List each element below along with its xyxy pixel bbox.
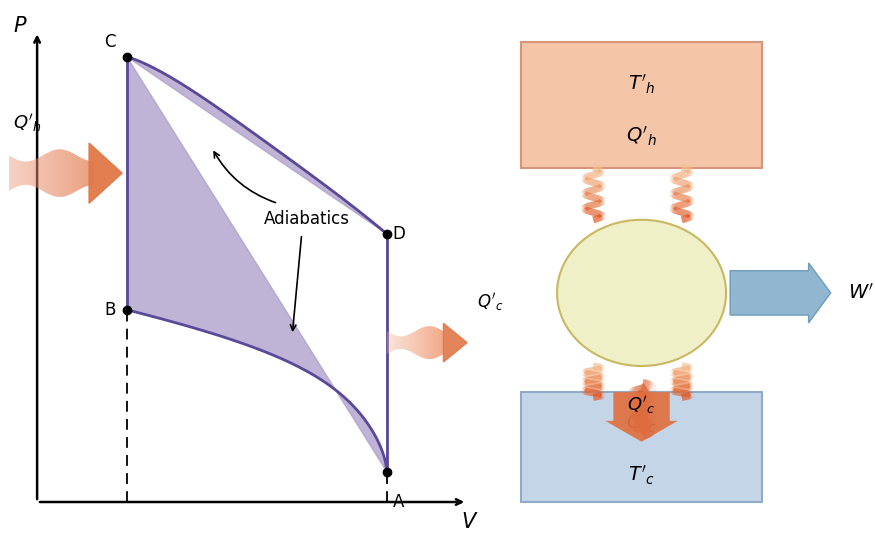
Text: C: C bbox=[105, 33, 116, 51]
Text: $V$: $V$ bbox=[461, 512, 479, 532]
Text: Adiabatics: Adiabatics bbox=[263, 209, 349, 228]
Text: $W'$: $W'$ bbox=[848, 283, 874, 303]
Text: $Q'_c$: $Q'_c$ bbox=[477, 291, 503, 313]
Text: $Q'_c$: $Q'_c$ bbox=[627, 394, 655, 416]
Text: $Q'_h$: $Q'_h$ bbox=[626, 125, 657, 148]
Polygon shape bbox=[127, 57, 387, 472]
Polygon shape bbox=[89, 143, 123, 203]
FancyArrow shape bbox=[730, 263, 830, 323]
Text: A: A bbox=[393, 493, 404, 511]
Text: B: B bbox=[105, 301, 116, 319]
Text: D: D bbox=[392, 225, 405, 243]
FancyBboxPatch shape bbox=[521, 42, 762, 168]
Text: $P$: $P$ bbox=[13, 16, 28, 36]
FancyBboxPatch shape bbox=[521, 392, 762, 502]
Text: $T'_h$: $T'_h$ bbox=[628, 72, 655, 96]
Text: $T'_c$: $T'_c$ bbox=[628, 464, 655, 487]
Text: $Q'_c$: $Q'_c$ bbox=[626, 412, 657, 435]
Text: $Q'_h$: $Q'_h$ bbox=[13, 112, 42, 134]
Polygon shape bbox=[444, 323, 467, 362]
Ellipse shape bbox=[557, 220, 726, 366]
FancyArrow shape bbox=[606, 392, 678, 442]
